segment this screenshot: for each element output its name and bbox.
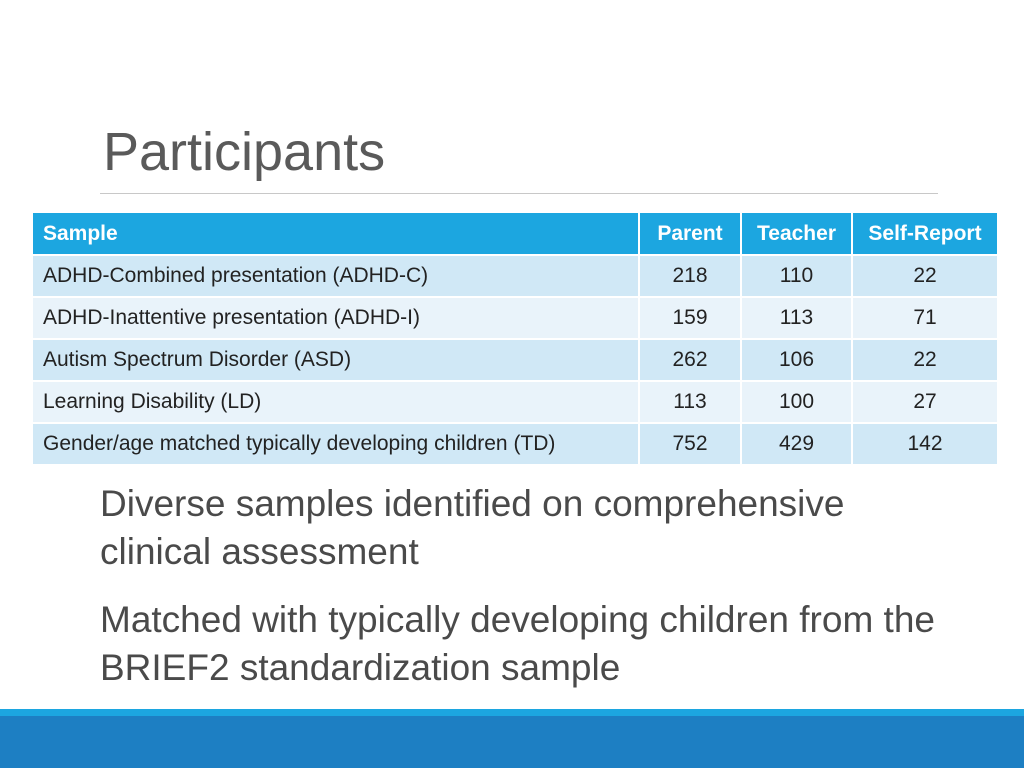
parent-cell: 262 bbox=[639, 339, 742, 382]
table-row: ADHD-Inattentive presentation (ADHD-I) 1… bbox=[33, 297, 997, 340]
teacher-cell: 429 bbox=[741, 423, 853, 466]
sample-cell: Gender/age matched typically developing … bbox=[33, 423, 640, 466]
sample-cell: Autism Spectrum Disorder (ASD) bbox=[33, 339, 640, 382]
self-report-cell: 22 bbox=[852, 339, 997, 382]
table-row: Autism Spectrum Disorder (ASD) 262 106 2… bbox=[33, 339, 997, 382]
parent-cell: 113 bbox=[639, 381, 742, 424]
slide-title: Participants bbox=[103, 122, 386, 182]
self-report-cell: 22 bbox=[852, 255, 997, 298]
self-report-cell: 71 bbox=[852, 297, 997, 340]
self-report-cell: 142 bbox=[852, 423, 997, 466]
bullet-item: Matched with typically developing childr… bbox=[100, 599, 935, 688]
header-teacher: Teacher bbox=[741, 213, 853, 256]
header-parent: Parent bbox=[639, 213, 742, 256]
parent-cell: 752 bbox=[639, 423, 742, 466]
title-divider bbox=[100, 193, 938, 194]
table-row: ADHD-Combined presentation (ADHD-C) 218 … bbox=[33, 255, 997, 298]
self-report-cell: 27 bbox=[852, 381, 997, 424]
teacher-cell: 113 bbox=[741, 297, 853, 340]
footer-bar bbox=[0, 716, 1024, 768]
parent-cell: 159 bbox=[639, 297, 742, 340]
sample-cell: ADHD-Inattentive presentation (ADHD-I) bbox=[33, 297, 640, 340]
bullet-list: Diverse samples identified on comprehens… bbox=[100, 480, 960, 712]
teacher-cell: 100 bbox=[741, 381, 853, 424]
table-header-row: Sample Parent Teacher Self-Report bbox=[33, 213, 997, 256]
teacher-cell: 110 bbox=[741, 255, 853, 298]
parent-cell: 218 bbox=[639, 255, 742, 298]
table-row: Learning Disability (LD) 113 100 27 bbox=[33, 381, 997, 424]
participants-table: Sample Parent Teacher Self-Report ADHD-C… bbox=[33, 213, 997, 466]
sample-cell: ADHD-Combined presentation (ADHD-C) bbox=[33, 255, 640, 298]
footer-accent-line bbox=[0, 709, 1024, 716]
sample-cell: Learning Disability (LD) bbox=[33, 381, 640, 424]
teacher-cell: 106 bbox=[741, 339, 853, 382]
header-sample: Sample bbox=[33, 213, 640, 256]
header-self-report: Self-Report bbox=[852, 213, 997, 256]
bullet-item: Diverse samples identified on comprehens… bbox=[100, 483, 845, 572]
table-row: Gender/age matched typically developing … bbox=[33, 423, 997, 466]
